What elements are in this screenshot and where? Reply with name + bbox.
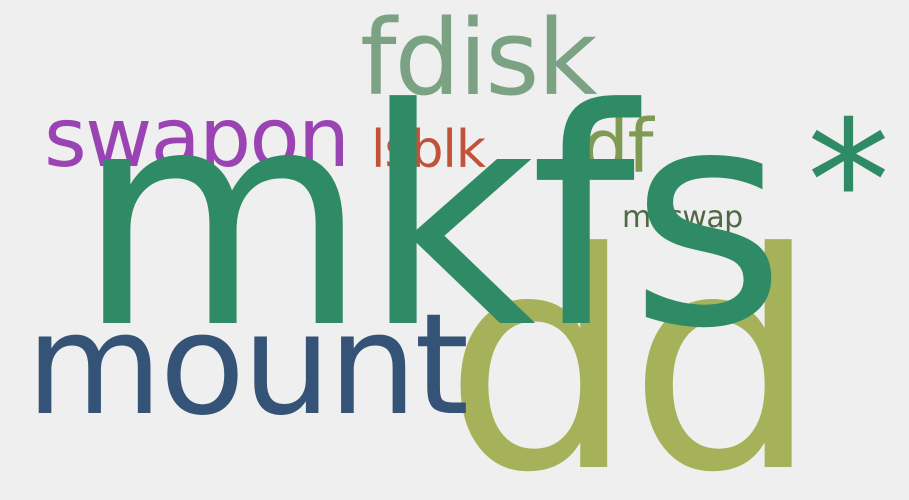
word-mount: mount	[26, 284, 469, 447]
word-mkswap: mkswap	[622, 200, 743, 235]
word-swapon: swapon	[44, 91, 350, 186]
word-lsblk: lsblk	[371, 120, 486, 180]
word-asterisk: *	[807, 86, 890, 279]
word-dd: dd	[444, 189, 819, 500]
word-df: df	[582, 104, 654, 190]
word-mkfs: mkfs	[76, 45, 786, 394]
word-fdisk: fdisk	[360, 0, 598, 119]
